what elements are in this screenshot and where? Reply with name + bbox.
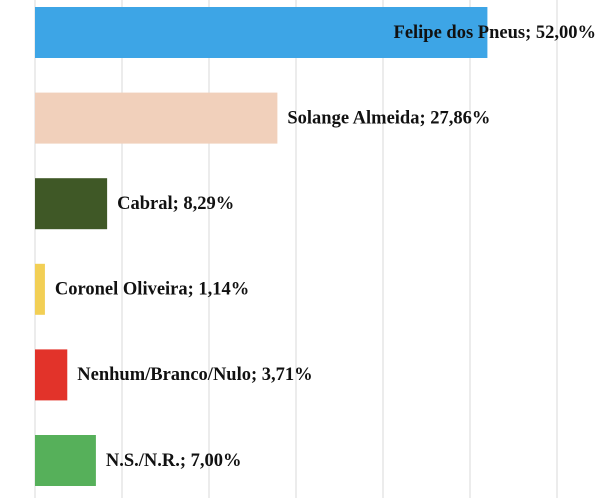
data-label-5: N.S./N.R.; 7,00%: [106, 451, 242, 471]
bar-0: [35, 7, 488, 58]
bar-5: [35, 435, 96, 486]
data-label-3: Coronel Oliveira; 1,14%: [55, 280, 249, 300]
data-label-1: Solange Almeida; 27,86%: [287, 108, 490, 128]
bar-1: [35, 92, 278, 144]
data-label-0: Felipe dos Pneus; 52,00%: [394, 23, 596, 43]
data-label-2: Cabral; 8,29%: [117, 194, 234, 214]
bar-2: [35, 178, 108, 230]
data-label-4: Nenhum/Branco/Nulo; 3,71%: [77, 365, 312, 385]
bar-4: [35, 349, 68, 401]
bar-3: [35, 263, 45, 315]
